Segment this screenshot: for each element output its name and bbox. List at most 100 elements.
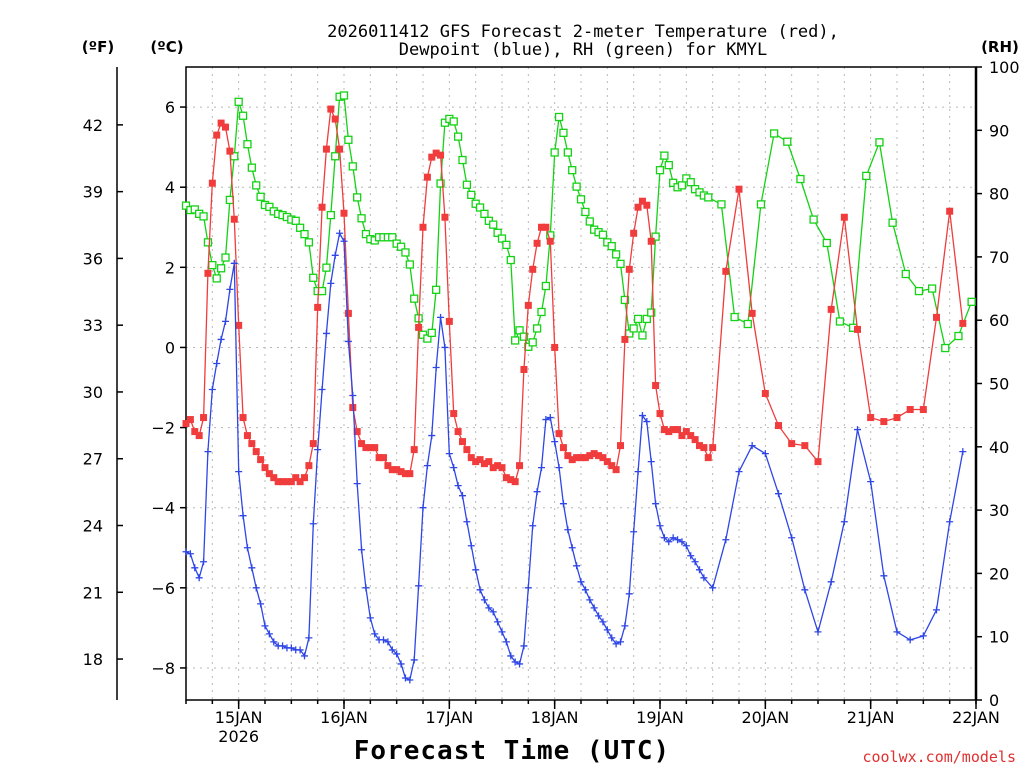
- celsius-tick-label: 0: [165, 338, 175, 357]
- dewpoint-point: [279, 642, 287, 650]
- rh-point: [835, 317, 845, 326]
- dewpoint-point: [788, 534, 796, 542]
- dewpoint-point: [261, 622, 269, 630]
- dewpoint-point: [691, 558, 699, 566]
- rh-point: [322, 263, 331, 272]
- rh-point: [326, 210, 335, 220]
- dewpoint-point: [441, 343, 449, 351]
- temperature-point: [656, 410, 664, 418]
- dewpoint-point: [208, 386, 216, 394]
- temperature-point: [344, 309, 352, 317]
- temperature-point: [375, 454, 383, 462]
- rh-tick-label: 90: [989, 121, 1009, 140]
- dewpoint-point: [489, 608, 497, 616]
- rh-point: [181, 201, 191, 210]
- rh-point: [669, 178, 678, 187]
- rh-point: [256, 192, 265, 201]
- temperature-point: [340, 209, 348, 217]
- rh-point: [317, 286, 327, 296]
- dewpoint-point: [612, 640, 620, 648]
- dewpoint-point: [634, 468, 642, 476]
- rh-tick-label: 10: [989, 628, 1009, 647]
- dewpoint-point: [643, 418, 651, 426]
- dewpoint-point: [638, 412, 646, 420]
- dewpoint-point: [476, 586, 484, 594]
- rh-point: [568, 166, 577, 175]
- dewpoint-point: [459, 492, 466, 500]
- temperature-point: [630, 229, 638, 237]
- temperature-point: [893, 414, 901, 422]
- dewpoint-point: [467, 542, 475, 550]
- temperature-point: [608, 462, 616, 470]
- dewpoint-point: [801, 586, 809, 594]
- dewpoint-point: [678, 538, 686, 546]
- dewpoint-point: [854, 426, 861, 434]
- dewpoint-point: [542, 416, 550, 424]
- dewpoint-point: [880, 572, 888, 580]
- dewpoint-point: [687, 552, 695, 560]
- rh-point: [607, 241, 616, 251]
- rh-point: [234, 97, 243, 106]
- rh-point: [361, 229, 371, 239]
- temperature-point: [682, 428, 690, 436]
- temperature-point: [336, 145, 344, 153]
- rh-point: [651, 232, 660, 241]
- temperature-point: [432, 149, 440, 157]
- temperature-point: [384, 462, 392, 470]
- series-temperature: [182, 105, 967, 486]
- temperature-point: [248, 440, 256, 448]
- date-tick-label: 19JAN: [636, 708, 684, 727]
- rh-point: [550, 148, 559, 157]
- dewpoint-point: [647, 458, 655, 466]
- dewpoint-point: [388, 646, 396, 654]
- dewpoint-point: [959, 448, 967, 456]
- rh-point: [331, 152, 340, 161]
- dewpoint-point: [309, 520, 317, 528]
- dewpoint-point: [498, 628, 506, 636]
- rh-point: [467, 190, 476, 200]
- rh-point: [941, 343, 950, 353]
- rh-point: [515, 326, 524, 335]
- dewpoint-point: [660, 534, 668, 542]
- temperature-point: [353, 428, 361, 436]
- dewpoint-point: [919, 632, 927, 640]
- dewpoint-point: [893, 628, 901, 636]
- dewpoint-point: [437, 313, 445, 321]
- rh-point: [344, 135, 353, 144]
- dewpoint-point: [735, 468, 743, 476]
- dewpoint-point: [472, 566, 480, 574]
- celsius-axis-unit: (ºC): [150, 38, 183, 56]
- rh-point: [642, 314, 651, 324]
- temperature-point: [366, 444, 374, 452]
- temperature-point: [933, 313, 940, 321]
- temperature-point: [226, 147, 234, 155]
- rh-point: [554, 112, 564, 122]
- rh-tick-label: 20: [989, 564, 1009, 583]
- temperature-point: [494, 462, 502, 470]
- temperature-point: [301, 474, 308, 482]
- temperature-point: [599, 454, 607, 462]
- rh-point: [927, 284, 937, 293]
- rh-tick-label: 80: [989, 185, 1009, 204]
- rh-point: [295, 223, 305, 232]
- temperature-point: [542, 223, 550, 231]
- rh-point: [537, 307, 546, 317]
- temperature-point: [309, 440, 317, 448]
- fahrenheit-axis-unit: (ºF): [82, 38, 114, 56]
- dewpoint-point: [327, 279, 335, 287]
- temperature-point: [709, 444, 717, 452]
- temperature-point: [647, 237, 655, 245]
- dewpoint-point: [656, 522, 664, 530]
- dewpoint-point: [551, 438, 559, 446]
- temperature-point: [748, 309, 756, 317]
- temperature-point: [419, 223, 427, 231]
- temperature-point: [687, 432, 695, 440]
- rh-point: [221, 253, 230, 262]
- dewpoint-point: [906, 636, 914, 644]
- site-credit[interactable]: coolwx.com/models: [862, 748, 1016, 766]
- series-rh: [181, 91, 976, 353]
- rh-point: [519, 332, 529, 341]
- fahrenheit-tick-label: 42: [83, 116, 103, 135]
- rh-point: [410, 294, 419, 303]
- rh-point: [559, 128, 568, 137]
